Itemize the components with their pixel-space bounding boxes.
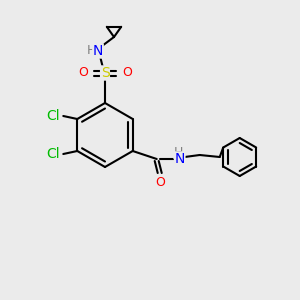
Text: S: S: [100, 66, 109, 80]
Text: Cl: Cl: [46, 109, 60, 123]
Text: Cl: Cl: [46, 147, 60, 161]
Text: O: O: [78, 67, 88, 80]
Text: N: N: [93, 44, 103, 58]
Text: N: N: [175, 152, 185, 166]
Text: H: H: [174, 146, 183, 158]
Text: O: O: [122, 67, 132, 80]
Text: O: O: [155, 176, 165, 190]
Text: H: H: [86, 44, 96, 56]
